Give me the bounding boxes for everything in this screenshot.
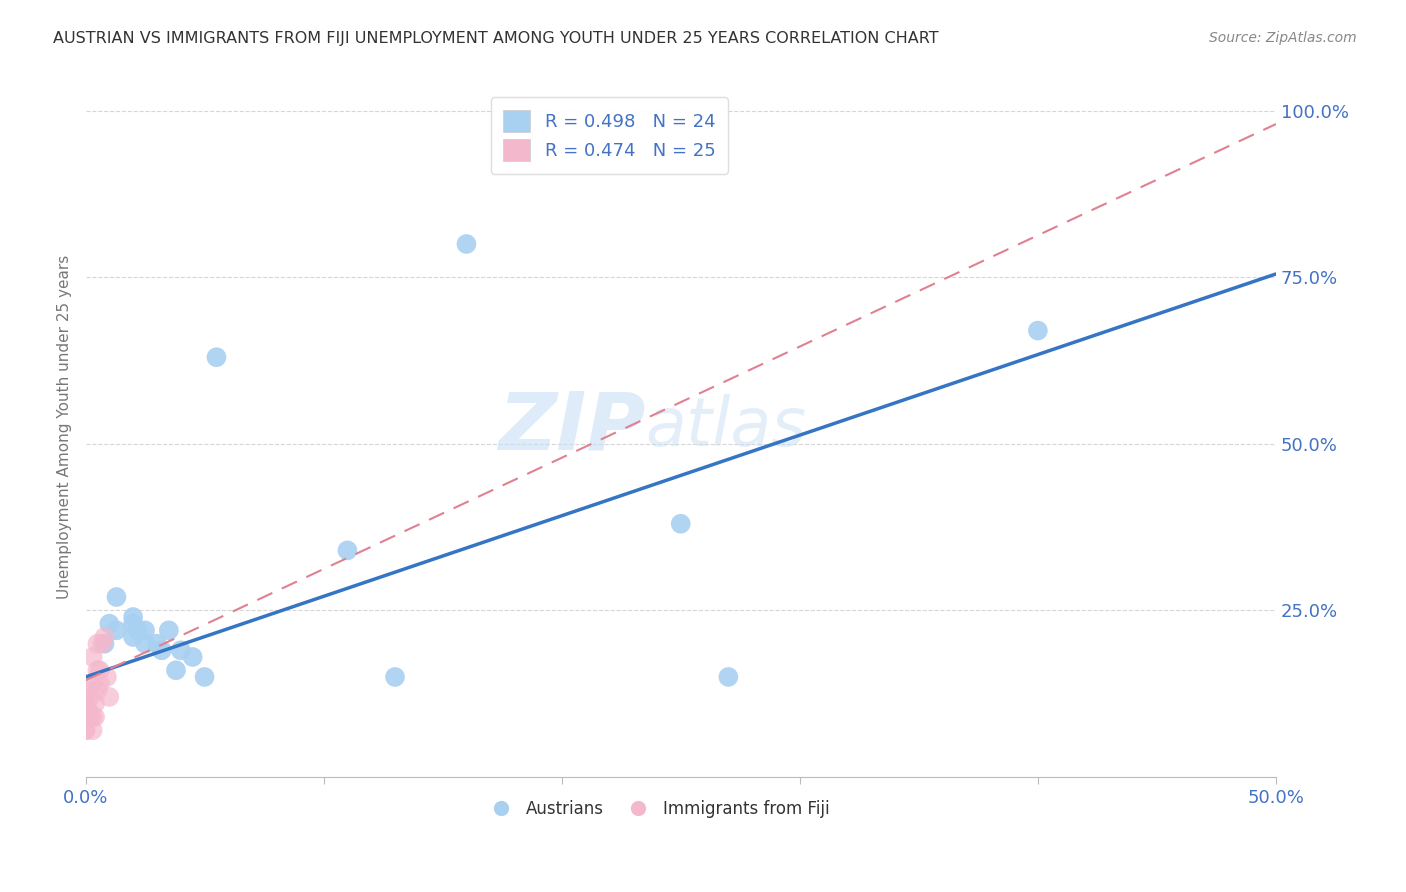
Text: ZIP: ZIP: [498, 388, 645, 467]
Point: [77, 703, 100, 717]
Point: [717, 670, 740, 684]
Point: [122, 610, 145, 624]
Point: [75, 710, 97, 724]
Point: [86, 637, 108, 651]
Point: [75, 723, 97, 738]
Point: [79, 710, 101, 724]
Text: Source: ZipAtlas.com: Source: ZipAtlas.com: [1209, 31, 1357, 45]
Point: [669, 516, 692, 531]
Point: [1026, 324, 1049, 338]
Point: [98, 616, 121, 631]
Y-axis label: Unemployment Among Youth under 25 years: Unemployment Among Youth under 25 years: [58, 255, 72, 599]
Point: [193, 670, 215, 684]
Point: [205, 350, 228, 364]
Point: [77, 683, 100, 698]
Point: [170, 643, 193, 657]
Point: [336, 543, 359, 558]
Point: [134, 637, 156, 651]
Point: [82, 650, 104, 665]
Point: [79, 690, 101, 704]
Point: [98, 690, 121, 704]
Point: [82, 723, 104, 738]
Point: [150, 643, 173, 657]
Point: [82, 676, 104, 690]
Point: [127, 624, 149, 638]
Point: [134, 624, 156, 638]
Point: [122, 630, 145, 644]
Point: [91, 637, 114, 651]
Point: [181, 650, 204, 665]
Point: [122, 616, 145, 631]
Text: AUSTRIAN VS IMMIGRANTS FROM FIJI UNEMPLOYMENT AMONG YOUTH UNDER 25 YEARS CORRELA: AUSTRIAN VS IMMIGRANTS FROM FIJI UNEMPLO…: [53, 31, 939, 46]
Point: [157, 624, 180, 638]
Point: [75, 710, 97, 724]
Point: [75, 697, 97, 711]
Point: [165, 663, 187, 677]
Point: [105, 624, 128, 638]
Point: [84, 710, 107, 724]
Point: [82, 710, 104, 724]
Point: [89, 663, 111, 677]
Point: [86, 663, 108, 677]
Point: [93, 630, 115, 644]
Point: [86, 683, 108, 698]
Point: [93, 637, 115, 651]
Point: [84, 697, 107, 711]
Text: atlas: atlas: [645, 394, 806, 460]
Point: [75, 723, 97, 738]
Point: [105, 590, 128, 604]
Point: [384, 670, 406, 684]
Point: [146, 637, 169, 651]
Legend: Austrians, Immigrants from Fiji: Austrians, Immigrants from Fiji: [478, 793, 837, 824]
Point: [96, 670, 118, 684]
Point: [89, 676, 111, 690]
Point: [77, 703, 100, 717]
Point: [456, 237, 478, 252]
